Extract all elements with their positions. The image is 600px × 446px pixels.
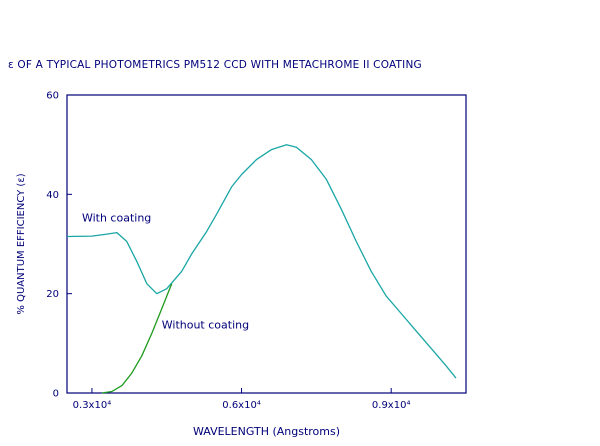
y-tick-label: 0 [53, 389, 59, 400]
chart-title: ε OF A TYPICAL PHOTOMETRICS PM512 CCD WI… [8, 59, 422, 71]
x-axis-label: WAVELENGTH (Angstroms) [193, 425, 340, 438]
series-annotation: Without coating [162, 318, 249, 331]
y-tick-label: 20 [46, 289, 59, 300]
plot-frame [66, 94, 467, 394]
chart-labels: With coating Without coating [82, 212, 249, 332]
series-annotation: With coating [82, 212, 151, 225]
x-tick-label: 0.6x10⁴ [222, 400, 261, 411]
series-line-without-coating [101, 283, 173, 394]
x-tick-label: 0.9x10⁴ [372, 400, 411, 411]
y-tick-label: 40 [46, 190, 59, 201]
y-axis-label: % QUANTUM EFFICIENCY (ε) [16, 173, 27, 314]
series-line-with-coating [66, 144, 457, 379]
chart-series [66, 144, 457, 394]
y-tick-label: 60 [46, 91, 59, 102]
x-tick-label: 0.3x10⁴ [73, 400, 112, 411]
chart-axes: 0 20 40 60 0.3x10⁴ 0.6x10⁴ 0.9x10⁴ WAVELENGTH (… [16, 91, 467, 438]
